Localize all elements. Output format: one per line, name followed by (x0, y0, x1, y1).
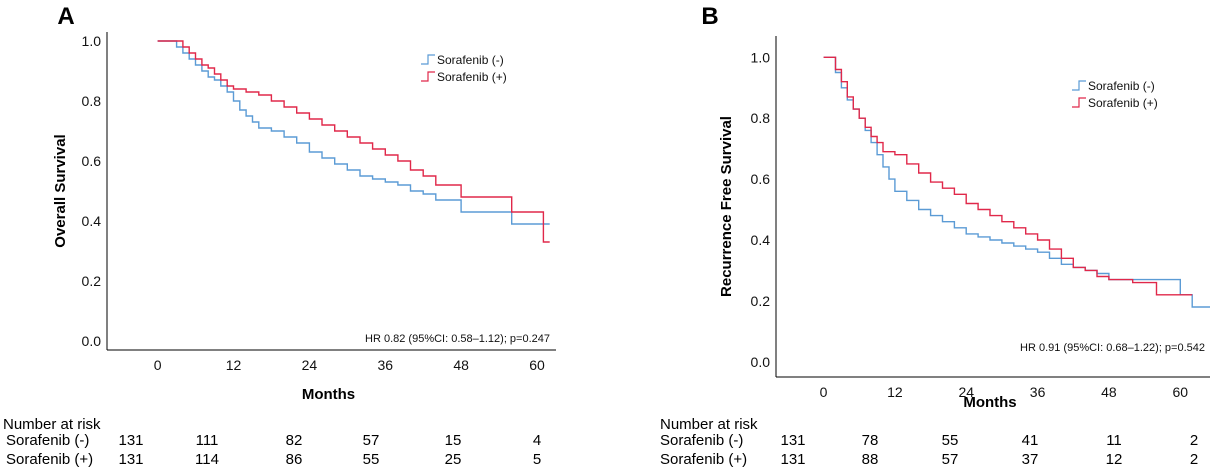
risk-count: 55 (942, 432, 959, 449)
risk-count: 82 (286, 432, 303, 449)
risk-count: 131 (780, 451, 805, 468)
legend-swatch (1072, 80, 1086, 91)
x-tick-label: 24 (958, 384, 974, 400)
survival-curve-sorafenib-neg (157, 40, 550, 225)
legend-label: Sorafenib (+) (437, 70, 507, 84)
risk-count: 78 (862, 432, 879, 449)
risk-count: 57 (363, 432, 380, 449)
risk-count: 111 (196, 432, 219, 449)
risk-table-title: Number at risk (3, 416, 101, 433)
survival-curve-sorafenib-neg (823, 56, 1210, 308)
y-tick-label: 0.0 (82, 333, 102, 349)
risk-row-label: Sorafenib (+) (6, 451, 93, 468)
risk-count: 88 (862, 451, 879, 468)
risk-count: 2 (1190, 451, 1198, 468)
risk-count: 25 (445, 451, 462, 468)
x-tick-label: 24 (302, 357, 318, 373)
risk-row-label: Sorafenib (+) (660, 451, 747, 468)
y-tick-label: 1.0 (82, 33, 102, 49)
x-tick-label: 48 (453, 357, 469, 373)
risk-table-title: Number at risk (660, 416, 758, 433)
risk-count: 4 (533, 432, 541, 449)
risk-count: 131 (780, 432, 805, 449)
y-axis-title: Recurrence Free Survival (718, 116, 735, 297)
legend-swatch (421, 71, 435, 82)
y-axis-title: Overall Survival (52, 134, 69, 247)
y-tick-label: 0.0 (751, 354, 771, 370)
y-tick-label: 0.8 (82, 93, 102, 109)
y-tick-label: 0.4 (82, 213, 102, 229)
hr-annotation: HR 0.91 (95%CI: 0.68–1.22); p=0.542 (1020, 342, 1205, 354)
y-tick-label: 0.6 (751, 171, 771, 187)
x-tick-label: 0 (820, 384, 828, 400)
x-tick-label: 36 (1030, 384, 1046, 400)
risk-count: 2 (1190, 432, 1198, 449)
risk-count: 55 (363, 451, 380, 468)
x-tick-label: 36 (377, 357, 393, 373)
x-tick-label: 48 (1101, 384, 1117, 400)
risk-count: 57 (942, 451, 959, 468)
survival-curve-sorafenib-pos (823, 56, 1193, 296)
risk-row-label: Sorafenib (-) (6, 432, 89, 449)
survival-curve-sorafenib-pos (157, 40, 550, 243)
risk-count: 131 (118, 451, 143, 468)
risk-count: 86 (286, 451, 303, 468)
panel-label: B (701, 3, 718, 30)
hr-annotation: HR 0.82 (95%CI: 0.58–1.12); p=0.247 (365, 333, 550, 345)
x-tick-label: 60 (529, 357, 545, 373)
y-tick-label: 0.4 (751, 232, 771, 248)
panel-a: A 0.0 0.2 0.4 0.6 0.8 1.0 0 12 24 36 48 60 Overall Su… (3, 3, 556, 468)
legend-label: Sorafenib (+) (1088, 96, 1158, 110)
risk-count: 11 (1106, 432, 1122, 449)
panel-label: A (57, 3, 74, 30)
x-axis-title: Months (302, 386, 355, 403)
legend-swatch (421, 54, 435, 65)
y-tick-label: 1.0 (751, 49, 771, 65)
legend-label: Sorafenib (-) (1088, 79, 1155, 93)
x-axis-title: Months (963, 394, 1016, 411)
x-tick-label: 12 (226, 357, 242, 373)
risk-count: 37 (1022, 451, 1039, 468)
legend-swatch (1072, 97, 1086, 108)
y-tick-label: 0.6 (82, 153, 102, 169)
x-tick-label: 12 (887, 384, 903, 400)
risk-count: 131 (118, 432, 143, 449)
y-tick-label: 0.2 (82, 273, 102, 289)
risk-count: 41 (1022, 432, 1039, 449)
risk-count: 114 (195, 451, 219, 468)
risk-count: 12 (1106, 451, 1123, 468)
x-tick-label: 0 (154, 357, 162, 373)
risk-row-label: Sorafenib (-) (660, 432, 743, 449)
y-tick-label: 0.2 (751, 293, 771, 309)
risk-count: 5 (533, 451, 541, 468)
x-tick-label: 60 (1172, 384, 1188, 400)
panel-b: B 0.0 0.2 0.4 0.6 0.8 1.0 0 12 24 36 48 60 Recurrence… (660, 3, 1210, 468)
y-tick-label: 0.8 (751, 110, 771, 126)
risk-count: 15 (445, 432, 462, 449)
legend-label: Sorafenib (-) (437, 53, 504, 67)
